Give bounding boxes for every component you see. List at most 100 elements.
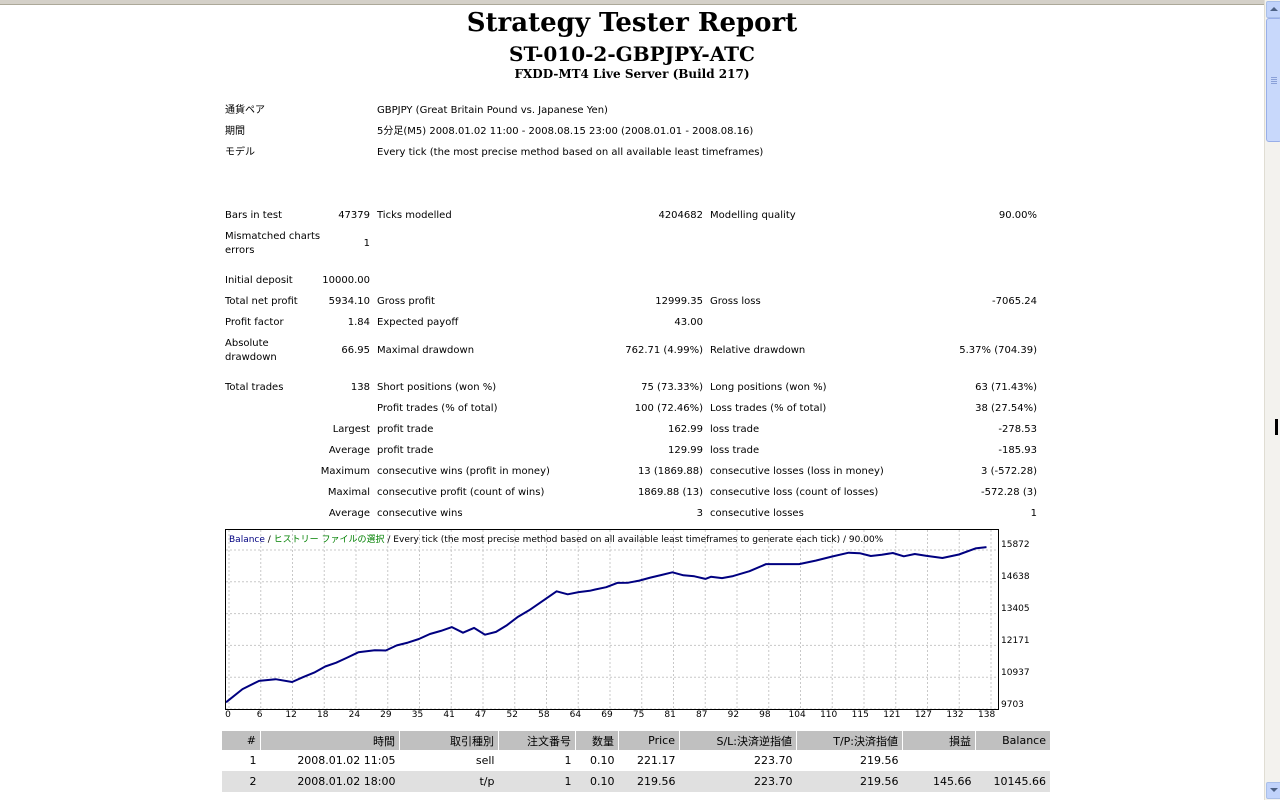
net-profit-value: 5934.10 xyxy=(328,296,370,307)
profit-factor-label: Profit factor xyxy=(225,317,284,328)
x-tick-label: 138 xyxy=(978,710,996,720)
cell-order: 1 xyxy=(564,754,572,767)
scroll-up-button[interactable] xyxy=(1266,1,1280,18)
cell-volume: 0.10 xyxy=(575,771,619,792)
largest-loss-label: loss trade xyxy=(710,424,760,435)
total-trades-value: 138 xyxy=(350,382,370,393)
long-positions-value: 63 (71.43%) xyxy=(975,382,1037,393)
col-profit: 損益 xyxy=(902,731,976,750)
deposit-value: 10000.00 xyxy=(322,275,370,286)
y-tick-label: 12171 xyxy=(1001,636,1030,646)
cell-order: 1 xyxy=(498,771,576,792)
window-top-edge xyxy=(0,0,1264,5)
grip-line-icon xyxy=(1271,81,1277,82)
abs-drawdown-label: Absolute drawdown xyxy=(225,338,277,363)
x-tick-label: 127 xyxy=(914,710,933,720)
x-tick-label: 0 xyxy=(225,710,231,720)
max-consec-profit-label: consecutive profit (count of wins) xyxy=(377,487,545,498)
profit-trades-value: 100 (72.46%) xyxy=(634,403,703,414)
long-positions-label: Long positions (won %) xyxy=(710,382,827,393)
period-value: 5分足(M5) 2008.01.02 11:00 - 2008.08.15 23… xyxy=(377,126,754,137)
bars-label: Bars in test xyxy=(225,210,282,221)
report-page: Strategy Tester Report ST-010-2-GBPJPY-A… xyxy=(0,5,1264,800)
cell-profit xyxy=(903,750,976,771)
cell-tp: 219.56 xyxy=(796,771,903,792)
scroll-down-button[interactable] xyxy=(1266,782,1280,799)
x-tick-label: 98 xyxy=(759,710,771,720)
modelling-quality-label: Modelling quality xyxy=(710,210,796,221)
ticks-label: Ticks modelled xyxy=(377,210,452,221)
report-subtitle: ST-010-2-GBPJPY-ATC xyxy=(509,42,755,66)
expected-payoff-value: 43.00 xyxy=(674,317,703,328)
total-trades-label: Total trades xyxy=(225,382,284,393)
largest-profit-value: 162.99 xyxy=(668,424,703,435)
cell-sl: 223.70 xyxy=(679,771,797,792)
largest-loss-value: -278.53 xyxy=(998,424,1037,435)
x-tick-label: 18 xyxy=(317,710,329,720)
cell-time: 2008.01.02 18:00 xyxy=(260,771,400,792)
average-consec-label: Average xyxy=(328,508,370,519)
x-tick-label: 52 xyxy=(506,710,518,720)
cell-balance: 10145.66 xyxy=(975,771,1050,792)
rel-drawdown-label: Relative drawdown xyxy=(710,345,806,356)
profit-trades-label: Profit trades (% of total) xyxy=(377,403,498,414)
col-balance: Balance xyxy=(975,731,1050,750)
scroll-thumb[interactable] xyxy=(1266,18,1280,142)
loss-trades-value: 38 (27.54%) xyxy=(975,403,1037,414)
x-tick-label: 87 xyxy=(696,710,708,720)
max-consec-loss-value: -572.28 (3) xyxy=(981,487,1037,498)
text-cursor-icon xyxy=(1275,419,1278,435)
x-tick-label: 64 xyxy=(569,710,582,720)
model-label: モデル xyxy=(225,147,255,158)
model-value: Every tick (the most precise method base… xyxy=(377,147,764,158)
caption-rest: / Every tick (the most precise method ba… xyxy=(384,535,884,545)
x-tick-label: 121 xyxy=(883,710,901,720)
col-price: Price xyxy=(618,731,680,750)
vertical-scrollbar[interactable] xyxy=(1264,0,1280,800)
cell-volume: 0.10 xyxy=(590,754,615,767)
max-consec-losses-label: consecutive losses (loss in money) xyxy=(710,466,884,477)
x-tick-label: 132 xyxy=(946,710,964,720)
net-profit-label: Total net profit xyxy=(225,296,298,307)
col-num: # xyxy=(222,731,261,750)
caption-sep: / xyxy=(264,535,274,545)
max-consec-loss-label: consecutive loss (count of losses) xyxy=(710,487,879,498)
gross-profit-value: 12999.35 xyxy=(655,296,703,307)
average-label: Average xyxy=(328,445,370,456)
avg-consec-losses-value: 1 xyxy=(1030,508,1037,519)
x-tick-label: 24 xyxy=(348,710,361,720)
max-consec-wins-label: consecutive wins (profit in money) xyxy=(377,466,550,477)
rel-drawdown-value: 5.37% (704.39) xyxy=(959,345,1037,356)
cell-balance xyxy=(976,750,1051,771)
cell-type: sell xyxy=(475,754,495,767)
col-volume: 数量 xyxy=(575,731,619,750)
x-tick-label: 69 xyxy=(601,710,613,720)
avg-consec-losses-label: consecutive losses xyxy=(710,508,804,519)
caption-balance: Balance xyxy=(229,535,265,545)
x-tick-label: 12 xyxy=(285,710,297,720)
col-type: 取引種別 xyxy=(399,731,499,750)
grip-line-icon xyxy=(1271,79,1277,80)
pair-label: 通貨ペア xyxy=(225,105,265,116)
caption-history: ヒストリー ファイルの選択 xyxy=(273,535,385,545)
pair-value: GBPJPY (Great Britain Pound vs. Japanese… xyxy=(377,105,608,116)
chart-caption: Balance / ヒストリー ファイルの選択 / Every tick (th… xyxy=(229,532,883,545)
average-profit-label: profit trade xyxy=(377,445,434,456)
balance-chart-svg xyxy=(226,530,998,709)
y-tick-label: 13405 xyxy=(1001,604,1030,614)
avg-consec-wins-value: 3 xyxy=(696,508,703,519)
ticks-value: 4204682 xyxy=(658,210,703,221)
gross-loss-value: -7065.24 xyxy=(992,296,1037,307)
y-tick-label: 10937 xyxy=(1001,668,1030,678)
x-tick-label: 92 xyxy=(727,710,740,720)
col-order: 注文番号 xyxy=(498,731,576,750)
loss-trades-label: Loss trades (% of total) xyxy=(710,403,827,414)
cell-type: t/p xyxy=(399,771,499,792)
arrow-down-icon xyxy=(1270,788,1278,792)
x-tick-label: 47 xyxy=(474,710,487,720)
table-header-row: # 時間 取引種別 注文番号 数量 Price S/L:決済逆指値 T/P:決済… xyxy=(222,731,1050,750)
y-tick-label: 9703 xyxy=(1001,700,1024,710)
x-tick-label: 104 xyxy=(788,710,806,720)
avg-consec-wins-label: consecutive wins xyxy=(377,508,463,519)
expected-payoff-label: Expected payoff xyxy=(377,317,459,328)
